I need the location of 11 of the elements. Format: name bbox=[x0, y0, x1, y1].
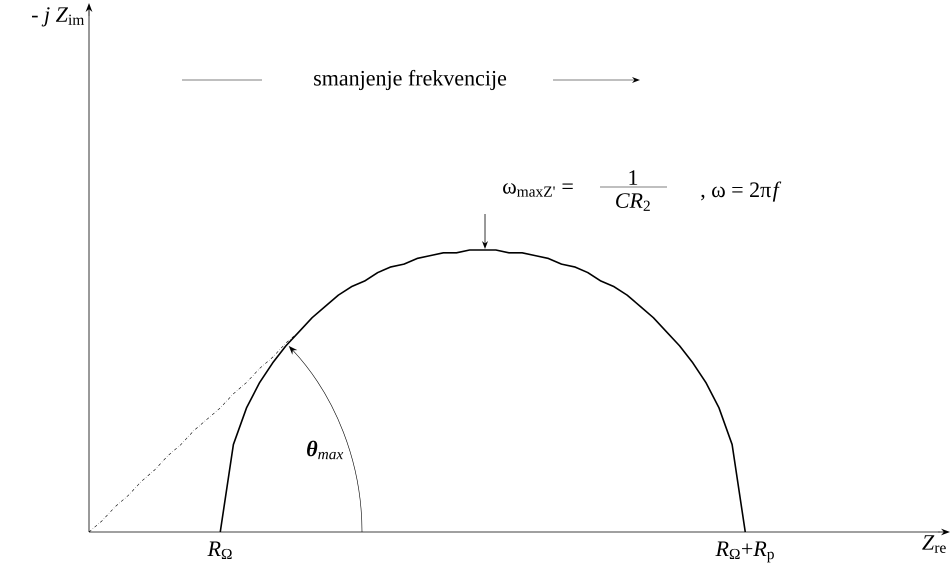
text: - j Z$_{im}$ bbox=[32, 7, 84, 26]
x-tick-label: R$_{Ω}$ bbox=[207, 542, 232, 560]
text: CR$_{2}$ bbox=[616, 193, 650, 211]
x-axis-title: Z$_{re}$ bbox=[922, 535, 946, 553]
annotation: θ$_{max}$ bbox=[307, 440, 344, 460]
text: ω$_{maxZ'}$ = bbox=[503, 183, 573, 197]
text: smanjenje frekvencije bbox=[314, 70, 506, 90]
text: 1 bbox=[629, 170, 638, 185]
x-tick-label: R$_{Ω}$+R$_{p}$ bbox=[715, 542, 774, 562]
text: f bbox=[772, 182, 782, 202]
text: , ω = 2π bbox=[701, 182, 771, 200]
